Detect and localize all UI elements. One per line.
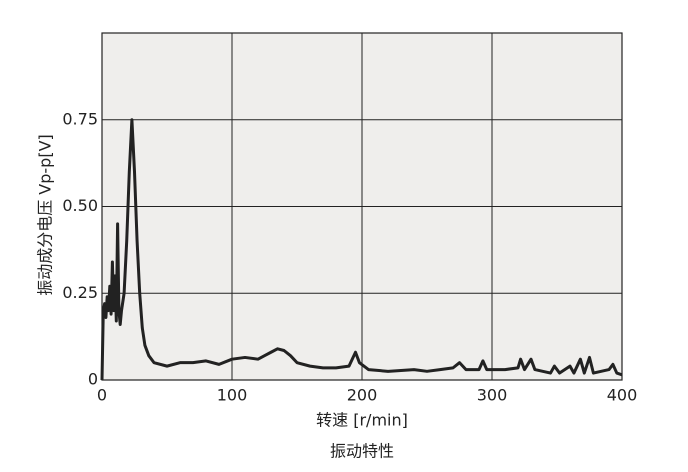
x-tick-label: 0	[97, 386, 107, 405]
y-tick-label: 0.25	[62, 283, 98, 302]
y-axis-label: 振动成分电压 Vp-p[V]	[36, 134, 55, 296]
x-tick-label: 300	[477, 386, 508, 405]
y-tick-label: 0.50	[62, 196, 98, 215]
x-tick-label: 400	[607, 386, 638, 405]
x-tick-label: 200	[347, 386, 378, 405]
x-tick-label: 100	[217, 386, 248, 405]
chart-title: 振动特性	[330, 442, 394, 461]
y-tick-label: 0.75	[62, 109, 98, 128]
data-line	[100, 118, 623, 381]
y-tick-label: 0	[88, 370, 98, 389]
x-axis-label: 转速 [r/min]	[316, 411, 408, 430]
